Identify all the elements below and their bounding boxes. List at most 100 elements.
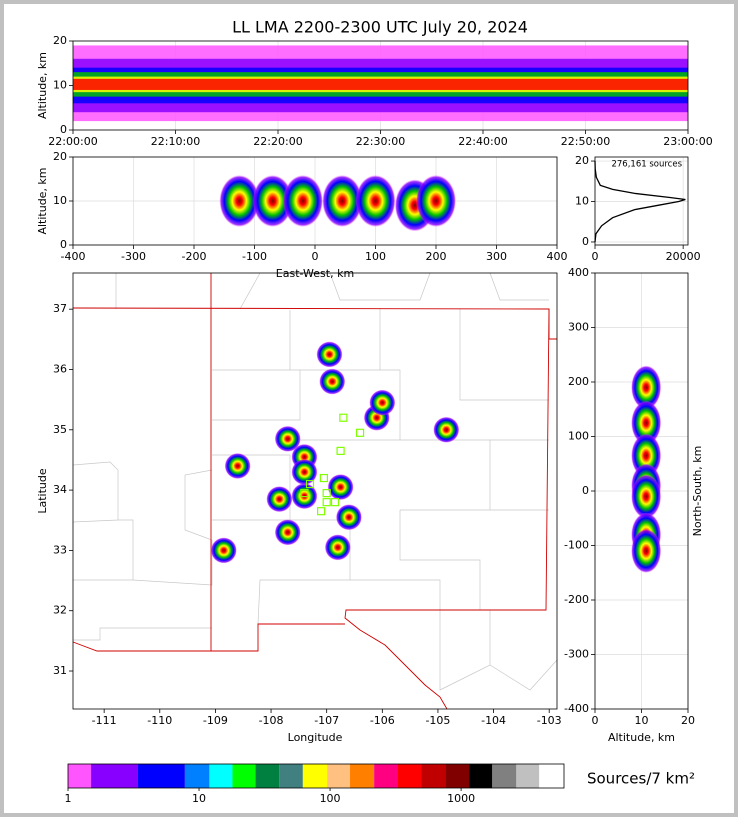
lightning-cell: [433, 416, 460, 443]
x-tick-label: 10: [635, 714, 649, 727]
plot-area: [73, 45, 688, 122]
x-tick-label: 0: [592, 714, 599, 727]
y-tick-label: -300: [564, 648, 589, 661]
plot-area: [210, 341, 460, 564]
y-axis-label: North-South, km: [691, 446, 704, 537]
lightning-cell: [327, 474, 354, 501]
x-tick-label: 23:00:00: [663, 135, 712, 148]
axes-frame: [72, 40, 689, 131]
y-tick-label: 35: [53, 423, 67, 436]
colorbar-segment: [327, 764, 351, 788]
colorbar-segment: [350, 764, 375, 788]
colorbar-segment: [68, 764, 92, 788]
x-tick-label: 22:00:00: [48, 135, 97, 148]
station: [300, 489, 309, 498]
y-axis-label: Altitude, km: [36, 167, 49, 234]
colorbar-segment: [374, 764, 399, 788]
density-cell: [631, 400, 662, 445]
lightning-cell: [266, 486, 293, 513]
colorbar-segment: [398, 764, 422, 788]
density-cell: [322, 175, 363, 227]
colorbar-tick-label: 1: [65, 792, 72, 805]
y-tick-label: 300: [568, 321, 589, 334]
x-tick-label: -105: [425, 714, 450, 727]
density-cell: [631, 474, 662, 519]
colorbar-segment: [445, 764, 470, 788]
colorbar-label: Sources/7 km²: [587, 770, 695, 788]
x-tick-label: -110: [147, 714, 172, 727]
y-axis-label: Latitude: [36, 468, 49, 514]
x-tick-label: -111: [92, 714, 117, 727]
y-tick-label: 0: [582, 235, 589, 248]
colorbar-tick-label: 1000: [447, 792, 475, 805]
density-cell: [219, 175, 260, 227]
plot-area: [219, 175, 456, 232]
station: [317, 507, 326, 516]
lightning-cell: [291, 459, 318, 486]
density-cell: [416, 175, 456, 227]
colorbar-segment: [91, 764, 138, 788]
x-tick-label: 20: [681, 714, 695, 727]
y-tick-label: 32: [53, 604, 67, 617]
chart-title: LL LMA 2200-2300 UTC July 20, 2024: [232, 18, 528, 37]
x-tick-label: -300: [121, 250, 146, 263]
x-tick-label: -104: [481, 714, 506, 727]
x-tick-label: -109: [203, 714, 228, 727]
station: [322, 498, 331, 507]
station: [355, 428, 365, 437]
x-axis-label: Longitude: [288, 731, 343, 744]
axes-frame: [594, 156, 689, 246]
station: [305, 479, 315, 489]
lightning-cell: [324, 534, 351, 561]
density-cell: [631, 528, 662, 573]
colorbar-segment: [209, 764, 233, 788]
y-tick-label: -200: [564, 593, 589, 606]
station: [319, 473, 329, 483]
x-tick-label: 400: [547, 250, 568, 263]
y-tick-label: 200: [568, 375, 589, 388]
lightning-cell: [316, 341, 343, 368]
y-tick-label: 400: [568, 266, 589, 279]
colorbar-segment: [492, 764, 517, 788]
x-tick-label: -103: [537, 714, 562, 727]
axes-frame: [594, 272, 689, 710]
source-count: 276,161 sources: [611, 160, 682, 170]
axes-frame: [67, 763, 565, 789]
x-tick-label: -100: [242, 250, 267, 263]
y-tick-label: 37: [53, 302, 67, 315]
y-tick-label: 34: [53, 483, 67, 496]
colorbar-segment: [184, 764, 210, 788]
colorbar-segment: [302, 764, 328, 788]
y-tick-label: 100: [568, 430, 589, 443]
colorbar-segment: [539, 764, 564, 788]
density-cell: [282, 175, 323, 227]
x-tick-label: 22:50:00: [561, 135, 610, 148]
lightning-cell: [319, 368, 346, 395]
y-tick-label: 20: [53, 34, 67, 47]
x-tick-label: -108: [259, 714, 284, 727]
colorbar-segment: [469, 764, 493, 788]
x-tick-label: -400: [61, 250, 86, 263]
axes-frame: [72, 156, 558, 246]
x-tick-label: 22:30:00: [356, 135, 405, 148]
y-tick-label: 31: [53, 664, 67, 677]
x-tick-label: 0: [592, 250, 599, 263]
x-tick-label: 200: [426, 250, 447, 263]
x-tick-label: 300: [486, 250, 507, 263]
colorbar-segment: [421, 764, 446, 788]
y-axis-label: Altitude, km: [36, 52, 49, 119]
y-tick-label: 36: [53, 362, 67, 375]
map-lines: [72, 272, 558, 710]
y-tick-label: 10: [53, 79, 67, 92]
lightning-cell: [224, 452, 251, 479]
y-tick-label: 10: [53, 194, 67, 207]
density-cell: [252, 175, 293, 227]
station: [322, 489, 331, 498]
x-axis-label: Altitude, km: [608, 731, 675, 744]
y-tick-label: 0: [60, 123, 67, 136]
lightning-cell: [210, 537, 237, 564]
station: [330, 498, 340, 507]
lightning-cell: [369, 389, 396, 416]
y-tick-label: -400: [564, 702, 589, 715]
